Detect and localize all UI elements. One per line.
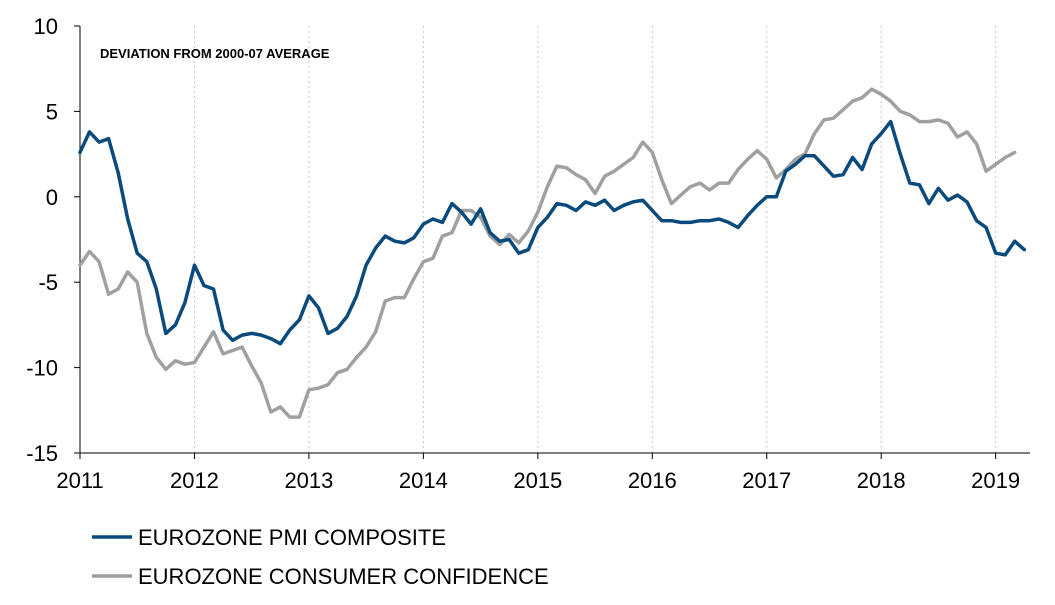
series-lines — [78, 87, 1027, 419]
x-tick-label: 2013 — [284, 468, 333, 493]
x-tick-label: 2017 — [742, 468, 791, 493]
x-tick-label: 2019 — [971, 468, 1020, 493]
x-tick-label: 2018 — [857, 468, 906, 493]
y-tick-label: -5 — [38, 270, 58, 295]
x-axis-ticks: 2011 2012 2013 2014 2015 2016 2017 2018 2019 — [56, 453, 1020, 493]
x-tick-label: 2014 — [399, 468, 448, 493]
legend: EUROZONE PMI COMPOSITE EUROZONE CONSUMER … — [92, 525, 549, 589]
y-tick-label: -10 — [26, 356, 58, 381]
y-tick-label: 0 — [46, 185, 58, 210]
legend-label: EUROZONE CONSUMER CONFIDENCE — [138, 564, 549, 589]
x-tick-label: 2015 — [513, 468, 562, 493]
y-tick-label: -15 — [26, 441, 58, 466]
x-tick-label: 2011 — [56, 468, 103, 493]
y-axis-ticks: 10 5 0 -5 -10 -15 — [26, 14, 80, 466]
legend-label: EUROZONE PMI COMPOSITE — [138, 525, 446, 550]
gridlines — [193, 26, 997, 453]
x-tick-label: 2012 — [170, 468, 219, 493]
series-line-pmi — [78, 119, 1027, 346]
x-tick-label: 2016 — [628, 468, 677, 493]
y-tick-label: 5 — [46, 99, 58, 124]
chart-annotation: DEVIATION FROM 2000-07 AVERAGE — [100, 46, 330, 61]
y-tick-label: 10 — [34, 14, 58, 39]
series-line-consumer-confidence — [78, 87, 1017, 419]
